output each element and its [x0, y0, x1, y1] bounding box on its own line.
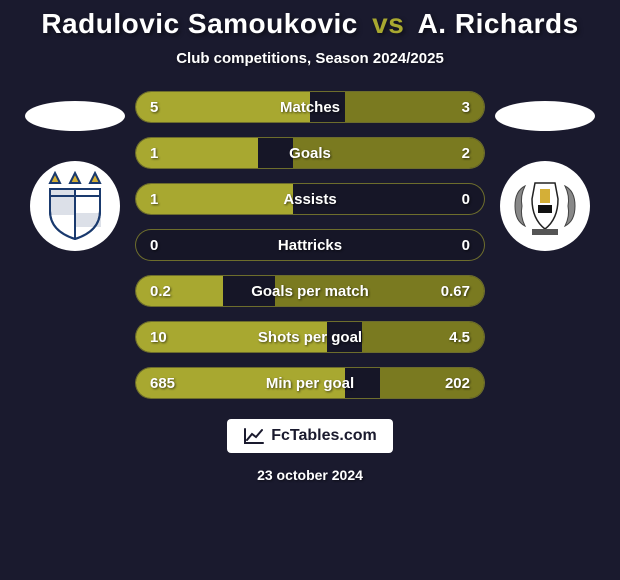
- stat-left-value: 0.2: [150, 283, 171, 300]
- stat-left-value: 1: [150, 191, 158, 208]
- brand-text: FcTables.com: [271, 427, 377, 445]
- player1-name: Radulovic Samoukovic: [41, 8, 358, 39]
- stat-right-value: 0.67: [441, 283, 470, 300]
- team-right-col: [495, 91, 595, 251]
- stat-label: Goals per match: [251, 283, 369, 300]
- player1-portrait-placeholder: [25, 101, 125, 131]
- stat-text: 0.2 Goals per match 0.67: [136, 276, 484, 306]
- team1-crest: [30, 161, 120, 251]
- stat-left-value: 5: [150, 99, 158, 116]
- stat-right-value: 4.5: [449, 329, 470, 346]
- stat-label: Goals: [289, 145, 331, 162]
- stat-right-value: 202: [445, 375, 470, 392]
- stat-left-value: 685: [150, 375, 175, 392]
- stat-label: Hattricks: [278, 237, 342, 254]
- stat-row: 5 Matches 3: [135, 91, 485, 123]
- stat-text: 10 Shots per goal 4.5: [136, 322, 484, 352]
- stat-right-value: 3: [462, 99, 470, 116]
- date-text: 23 october 2024: [0, 467, 620, 483]
- stat-text: 1 Assists 0: [136, 184, 484, 214]
- stat-left-value: 10: [150, 329, 167, 346]
- stat-row: 10 Shots per goal 4.5: [135, 321, 485, 353]
- stat-left-value: 0: [150, 237, 158, 254]
- stat-right-value: 2: [462, 145, 470, 162]
- stat-label: Shots per goal: [258, 329, 362, 346]
- stat-label: Matches: [280, 99, 340, 116]
- page-title: Radulovic Samoukovic vs A. Richards: [0, 8, 620, 40]
- stat-row: 1 Goals 2: [135, 137, 485, 169]
- header: Radulovic Samoukovic vs A. Richards Club…: [0, 0, 620, 71]
- stat-row: 685 Min per goal 202: [135, 367, 485, 399]
- subtitle: Club competitions, Season 2024/2025: [0, 50, 620, 67]
- player2-name: A. Richards: [418, 8, 579, 39]
- chart-icon: [243, 427, 265, 445]
- stat-label: Min per goal: [266, 375, 354, 392]
- team1-crest-icon: [40, 171, 110, 241]
- stat-right-value: 0: [462, 237, 470, 254]
- team2-crest: [500, 161, 590, 251]
- stat-row: 0 Hattricks 0: [135, 229, 485, 261]
- stat-text: 685 Min per goal 202: [136, 368, 484, 398]
- stat-row: 0.2 Goals per match 0.67: [135, 275, 485, 307]
- stat-left-value: 1: [150, 145, 158, 162]
- stat-right-value: 0: [462, 191, 470, 208]
- stat-label: Assists: [283, 191, 336, 208]
- vs-text: vs: [372, 8, 404, 39]
- stat-text: 5 Matches 3: [136, 92, 484, 122]
- player2-portrait-placeholder: [495, 101, 595, 131]
- content: 5 Matches 3 1 Goals 2 1 Assists 0 0 Hattricks 0 0.2 G…: [0, 91, 620, 399]
- team2-crest-icon: [510, 171, 580, 241]
- team-left-col: [25, 91, 125, 251]
- stat-row: 1 Assists 0: [135, 183, 485, 215]
- stats-list: 5 Matches 3 1 Goals 2 1 Assists 0 0 Hattricks 0 0.2 G…: [135, 91, 485, 399]
- footer: FcTables.com 23 october 2024: [0, 419, 620, 483]
- brand-badge: FcTables.com: [227, 419, 393, 453]
- stat-text: 0 Hattricks 0: [136, 230, 484, 260]
- stat-text: 1 Goals 2: [136, 138, 484, 168]
